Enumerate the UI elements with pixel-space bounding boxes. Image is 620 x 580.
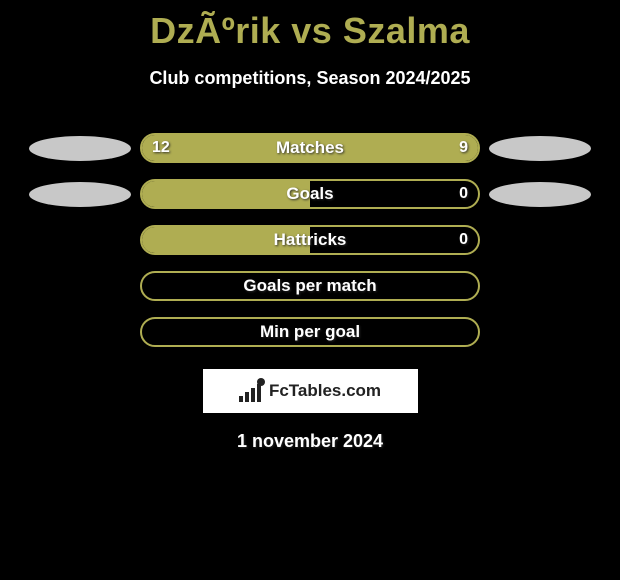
bar-value-right: 0 <box>459 231 468 249</box>
stats-rows: Matches 12 9 Goals 0 Hattricks 0 Goals per matc… <box>0 133 620 347</box>
bar-value-right: 9 <box>459 139 468 157</box>
player-ellipse-right <box>489 182 591 207</box>
stat-bar: Min per goal <box>140 317 480 347</box>
stat-row: Goals 0 <box>0 179 620 209</box>
bar-label: Hattricks <box>274 230 347 250</box>
stat-row: Min per goal <box>0 317 620 347</box>
right-side <box>480 182 600 207</box>
subtitle: Club competitions, Season 2024/2025 <box>0 68 620 89</box>
left-side <box>20 136 140 161</box>
stat-bar: Hattricks 0 <box>140 225 480 255</box>
bar-fill-left <box>142 181 310 207</box>
logo-text: FcTables.com <box>269 381 381 401</box>
bar-label: Min per goal <box>260 322 360 342</box>
player-ellipse-right <box>489 136 591 161</box>
page-title: DzÃºrik vs Szalma <box>0 0 620 52</box>
bar-value-left: 12 <box>152 139 170 157</box>
stat-row: Matches 12 9 <box>0 133 620 163</box>
stat-row: Hattricks 0 <box>0 225 620 255</box>
logo-box: FcTables.com <box>203 369 418 413</box>
bar-label: Goals per match <box>243 276 376 296</box>
bar-label: Matches <box>276 138 344 158</box>
stat-bar: Matches 12 9 <box>140 133 480 163</box>
player-ellipse-left <box>29 136 131 161</box>
footer-date: 1 november 2024 <box>0 431 620 452</box>
stat-bar: Goals per match <box>140 271 480 301</box>
bar-value-right: 0 <box>459 185 468 203</box>
left-side <box>20 182 140 207</box>
player-ellipse-left <box>29 182 131 207</box>
stat-bar: Goals 0 <box>140 179 480 209</box>
stat-row: Goals per match <box>0 271 620 301</box>
right-side <box>480 136 600 161</box>
bar-label: Goals <box>286 184 333 204</box>
logo-chart-icon <box>239 380 265 402</box>
